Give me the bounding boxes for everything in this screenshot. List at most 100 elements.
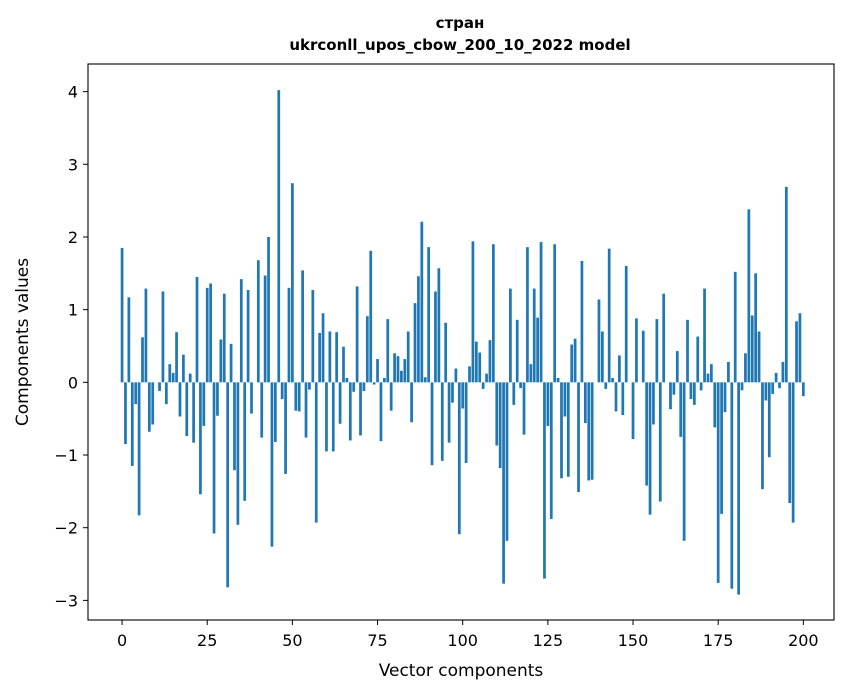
bar-128 bbox=[556, 377, 560, 383]
bar-94 bbox=[440, 382, 444, 461]
bar-125 bbox=[546, 382, 550, 426]
bar-155 bbox=[648, 382, 652, 515]
bar-19 bbox=[185, 382, 189, 437]
bar-61 bbox=[328, 331, 332, 383]
bar-88 bbox=[420, 221, 424, 383]
bar-98 bbox=[454, 368, 458, 383]
bar-166 bbox=[686, 319, 689, 383]
bar-167 bbox=[689, 382, 693, 400]
bar-179 bbox=[730, 382, 734, 589]
bar-181 bbox=[737, 382, 740, 595]
bar-189 bbox=[764, 382, 768, 401]
bar-159 bbox=[662, 293, 666, 383]
bar-22 bbox=[195, 276, 199, 383]
y-tick-label--3: −3 bbox=[54, 591, 78, 610]
bar-6 bbox=[141, 337, 144, 383]
bar-68 bbox=[352, 382, 356, 392]
bar-58 bbox=[318, 332, 321, 383]
bar-71 bbox=[362, 382, 366, 392]
bar-66 bbox=[345, 377, 349, 383]
bar-64 bbox=[338, 382, 342, 424]
bar-15 bbox=[171, 372, 175, 383]
bar-100 bbox=[461, 382, 465, 409]
bar-104 bbox=[474, 341, 478, 383]
bar-42 bbox=[263, 275, 267, 383]
bar-151 bbox=[635, 318, 638, 383]
bar-118 bbox=[522, 382, 526, 435]
bar-200 bbox=[801, 382, 805, 397]
bar-73 bbox=[369, 250, 373, 383]
bar-140 bbox=[597, 299, 601, 383]
bar-0 bbox=[120, 247, 124, 383]
bar-63 bbox=[335, 332, 339, 383]
bar-109 bbox=[492, 244, 495, 383]
bar-165 bbox=[682, 382, 686, 541]
bar-series bbox=[120, 90, 805, 595]
y-tick-label-1: 1 bbox=[68, 301, 78, 320]
bar-4 bbox=[134, 382, 138, 405]
bar-182 bbox=[740, 382, 744, 391]
bar-5 bbox=[137, 382, 141, 516]
bar-176 bbox=[720, 382, 723, 514]
y-axis-label: Components values bbox=[13, 258, 33, 426]
bar-24 bbox=[202, 382, 206, 426]
bar-180 bbox=[733, 271, 737, 383]
bar-169 bbox=[696, 336, 700, 383]
bar-70 bbox=[359, 382, 362, 436]
bar-33 bbox=[233, 382, 236, 471]
y-tick-label-2: 2 bbox=[68, 228, 78, 247]
y-tick-label-4: 4 bbox=[68, 83, 78, 102]
x-tick-label-25: 25 bbox=[197, 631, 217, 650]
bar-124 bbox=[543, 382, 546, 579]
bar-178 bbox=[727, 361, 730, 383]
bar-198 bbox=[795, 321, 798, 383]
bar-129 bbox=[560, 382, 563, 479]
bar-55 bbox=[308, 382, 311, 390]
bar-97 bbox=[451, 382, 454, 403]
bar-69 bbox=[355, 286, 359, 383]
bar-192 bbox=[774, 372, 778, 383]
bar-89 bbox=[423, 377, 427, 383]
bar-122 bbox=[536, 317, 540, 383]
bar-199 bbox=[798, 313, 802, 383]
bar-101 bbox=[464, 382, 468, 464]
bar-49 bbox=[287, 287, 291, 383]
bar-86 bbox=[413, 303, 417, 383]
bar-11 bbox=[158, 382, 161, 392]
bar-8 bbox=[147, 382, 151, 432]
bar-134 bbox=[577, 382, 580, 493]
bar-102 bbox=[468, 366, 471, 383]
bar-13 bbox=[164, 382, 168, 405]
bar-38 bbox=[250, 382, 253, 414]
bar-141 bbox=[601, 331, 604, 383]
bar-112 bbox=[502, 382, 505, 584]
x-tick-label-125: 125 bbox=[533, 631, 564, 650]
bar-2 bbox=[127, 297, 131, 383]
bar-107 bbox=[485, 373, 488, 383]
bar-16 bbox=[175, 332, 178, 383]
bar-40 bbox=[256, 260, 260, 383]
y-tick-label--1: −1 bbox=[54, 446, 78, 465]
bar-113 bbox=[505, 382, 509, 541]
bar-50 bbox=[291, 183, 294, 383]
bar-126 bbox=[549, 382, 553, 519]
bar-3 bbox=[130, 382, 134, 466]
bar-79 bbox=[389, 382, 393, 411]
bar-177 bbox=[723, 382, 727, 413]
bar-26 bbox=[209, 283, 212, 383]
bar-53 bbox=[301, 270, 304, 383]
bar-110 bbox=[495, 382, 499, 446]
bar-115 bbox=[512, 382, 516, 405]
bar-46 bbox=[277, 90, 281, 383]
bar-161 bbox=[669, 382, 672, 410]
bar-9 bbox=[151, 382, 155, 425]
bar-163 bbox=[675, 351, 679, 383]
bar-172 bbox=[706, 373, 710, 383]
bar-7 bbox=[144, 288, 148, 383]
bar-143 bbox=[607, 248, 611, 383]
bar-96 bbox=[447, 382, 451, 443]
bar-168 bbox=[692, 382, 696, 405]
y-tick-label-3: 3 bbox=[68, 155, 78, 174]
x-axis-ticks: 0 25 50 75 100 125 150 175 200 bbox=[117, 620, 819, 650]
bar-20 bbox=[188, 373, 192, 383]
